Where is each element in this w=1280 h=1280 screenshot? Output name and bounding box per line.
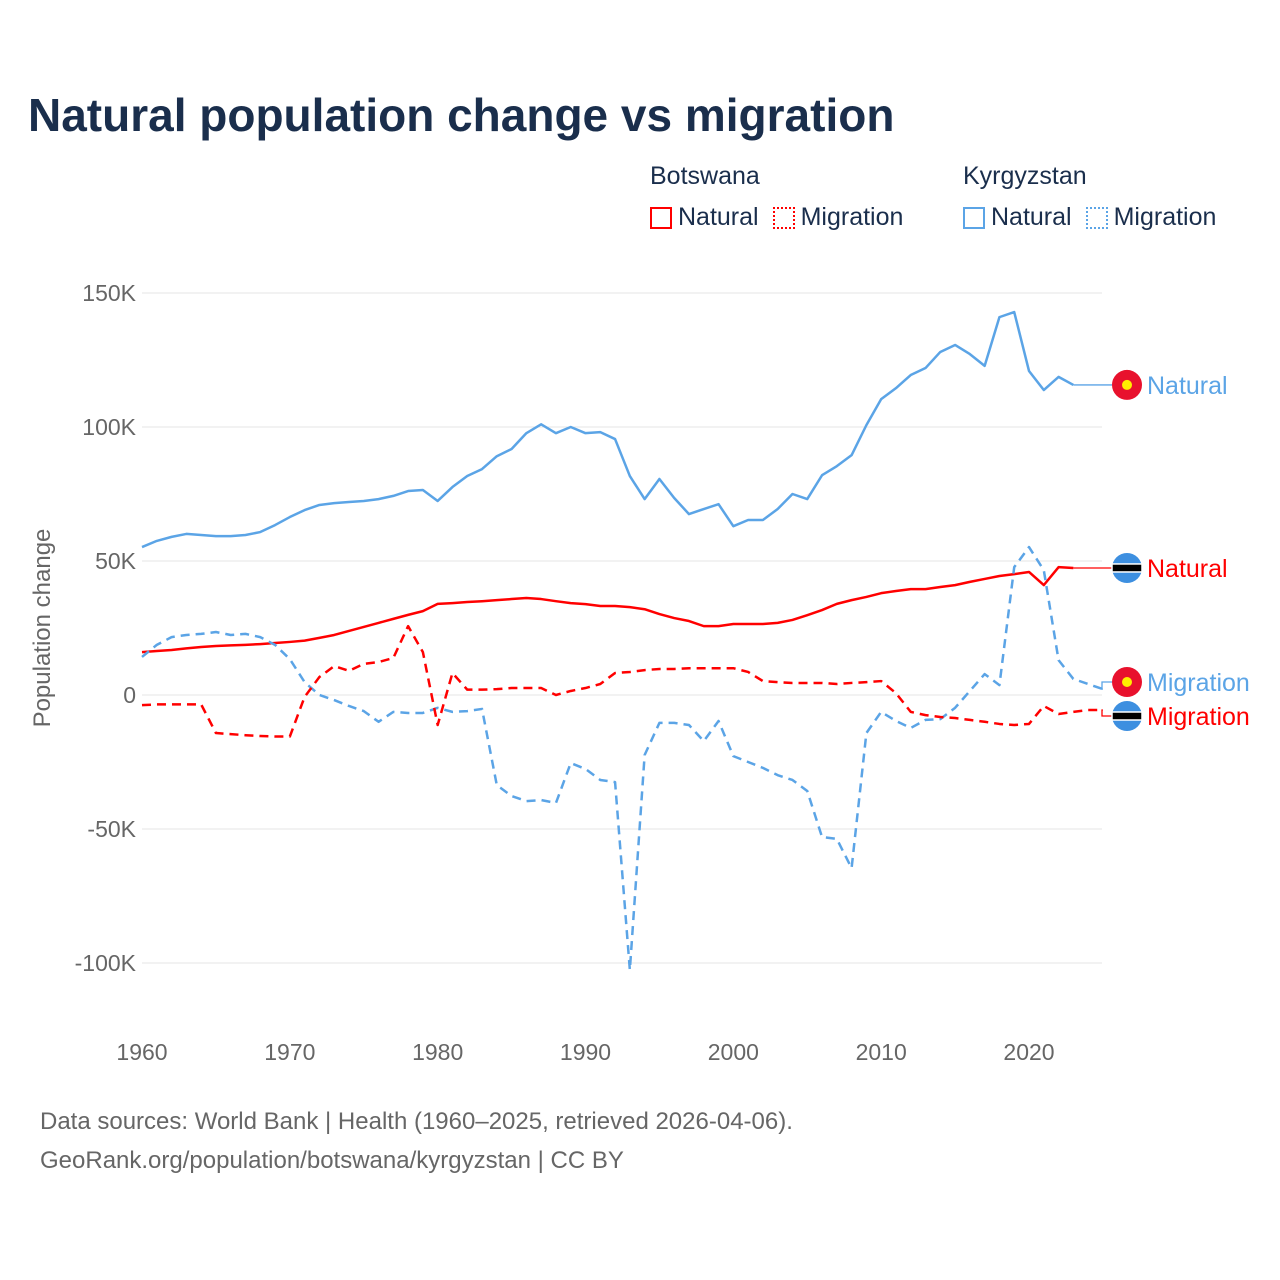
legend-swatch xyxy=(963,206,985,229)
y-tick-label: -100K xyxy=(75,950,137,976)
kyrgyzstan-flag-icon xyxy=(1112,667,1142,697)
x-tick-label: 2020 xyxy=(1003,1039,1054,1065)
legend-group-title: Botswana xyxy=(650,162,760,190)
legend-kyrgyzstan-natural[interactable]: Natural xyxy=(963,203,1072,232)
y-tick-label: 50K xyxy=(95,548,137,574)
series-end-label: Natural xyxy=(1147,372,1228,400)
legend-swatch xyxy=(772,206,795,229)
legend-label: Natural xyxy=(991,203,1072,231)
series-end-label: Migration xyxy=(1147,669,1250,697)
legend-label: Natural xyxy=(678,203,759,231)
footer-link[interactable]: GeoRank.org/population/botswana/kyrgyzst… xyxy=(40,1147,624,1174)
series-line-kyrgyzstan-natural[interactable] xyxy=(141,310,1074,549)
kyrgyzstan-flag-icon xyxy=(1112,369,1142,400)
legend-botswana-natural[interactable]: Natural xyxy=(650,203,759,232)
series-end-label: Natural xyxy=(1147,555,1228,583)
legend-label: Migration xyxy=(800,203,904,231)
footer-sources: Data sources: World Bank | Health (1960–… xyxy=(40,1108,793,1135)
y-tick-label: -50K xyxy=(87,816,136,842)
series-line-botswana-migration[interactable] xyxy=(141,624,1103,738)
legend-kyrgyzstan-migration[interactable]: Migration xyxy=(1085,203,1217,232)
legend-swatch xyxy=(650,206,672,229)
x-tick-label: 1970 xyxy=(264,1039,315,1065)
legend-label: Migration xyxy=(1113,203,1217,231)
y-axis-label: Population change xyxy=(29,529,56,728)
botswana-flag-icon xyxy=(1111,552,1143,583)
legend-group-botswana: Botswana Natural Migration xyxy=(650,162,917,236)
x-tick-label: 1990 xyxy=(560,1039,611,1065)
x-tick-label: 2010 xyxy=(856,1039,907,1065)
legend-group-title: Kyrgyzstan xyxy=(963,162,1087,190)
botswana-flag-icon xyxy=(1111,701,1143,731)
y-tick-label: 0 xyxy=(123,682,136,708)
legend-botswana-migration[interactable]: Migration xyxy=(772,203,904,232)
y-tick-label: 150K xyxy=(82,280,136,306)
legend-swatch xyxy=(1085,206,1108,229)
series-line-kyrgyzstan-migration[interactable] xyxy=(141,545,1104,972)
y-tick-label: 100K xyxy=(82,414,136,440)
label-connector xyxy=(1101,709,1112,717)
x-tick-label: 1980 xyxy=(412,1039,463,1065)
series-end-label: Migration xyxy=(1147,703,1250,731)
legend-group-kyrgyzstan: Kyrgyzstan Natural Migration xyxy=(963,162,1230,236)
x-tick-label: 1960 xyxy=(116,1039,167,1065)
chart-title: Natural population change vs migration xyxy=(28,89,895,141)
label-connector xyxy=(1101,681,1112,690)
x-tick-label: 2000 xyxy=(708,1039,759,1065)
series-line-botswana-natural[interactable] xyxy=(141,565,1074,654)
